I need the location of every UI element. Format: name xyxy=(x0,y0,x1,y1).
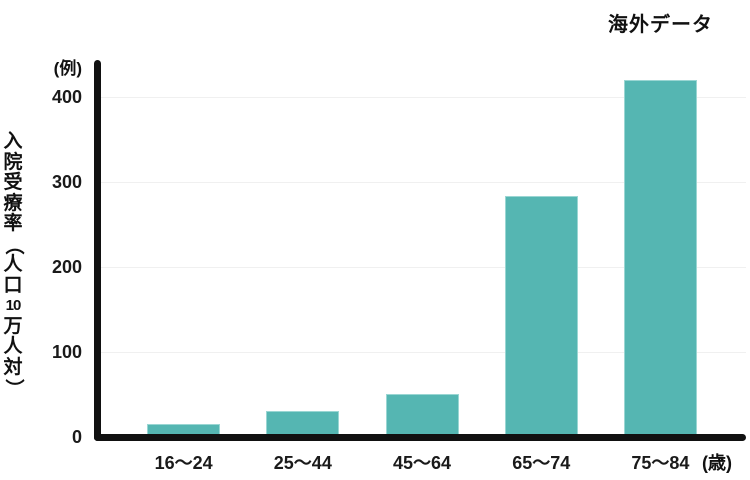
bar-25〜44 xyxy=(266,411,340,434)
bar-slot xyxy=(243,60,362,434)
bar-slot xyxy=(362,60,481,434)
y-axis-title-char: 率 xyxy=(3,213,23,234)
y-axis-title-char: 療 xyxy=(3,192,23,214)
x-axis-unit-label: (歳) xyxy=(702,453,732,473)
chart-title: 海外データ xyxy=(608,14,713,36)
x-tick-label: 16〜24 xyxy=(154,453,213,473)
gridline xyxy=(101,267,746,268)
y-tick-label: 400 xyxy=(51,87,82,107)
bar-slot xyxy=(601,60,720,434)
y-axis-unit-label: (例) xyxy=(53,59,82,78)
bar-slot xyxy=(124,60,243,434)
y-axis-title-char: 口 xyxy=(3,274,23,296)
y-axis-title-char: 入 xyxy=(3,131,23,152)
bar-45〜64 xyxy=(385,394,459,434)
y-axis-title-char: 院 xyxy=(3,151,23,173)
y-tick-label: 0 xyxy=(71,427,82,447)
y-axis-title-char: 受 xyxy=(3,172,23,193)
gridline xyxy=(101,182,746,183)
y-axis-line xyxy=(94,60,101,441)
gridline xyxy=(101,97,746,98)
bar-16〜24 xyxy=(147,424,221,434)
y-axis-title: 入院受療率（人口 10 万人対） xyxy=(1,131,25,399)
y-tick-label: 200 xyxy=(51,257,82,277)
y-axis-title-char: 人 xyxy=(3,336,23,357)
x-axis-labels: 16〜24 25〜44 45〜64 65〜74 75〜84 xyxy=(124,451,720,475)
y-axis-title-char: 人 xyxy=(3,254,23,275)
gridline xyxy=(101,352,746,353)
y-tick-label: 100 xyxy=(51,342,82,362)
x-tick-label: 65〜74 xyxy=(512,453,571,473)
x-tick-label: 75〜84 xyxy=(631,453,690,473)
plot-area xyxy=(124,60,720,434)
x-tick-label: 25〜44 xyxy=(273,453,332,473)
bar-65〜74 xyxy=(504,196,578,434)
y-axis-title-char: （ xyxy=(3,235,25,255)
y-axis-title-char: 万 xyxy=(3,315,23,337)
y-axis-title-char: 10 xyxy=(5,297,22,314)
y-tick-label: 300 xyxy=(51,172,82,192)
bar-75〜84 xyxy=(623,80,697,434)
bar-slot xyxy=(482,60,601,434)
y-axis-title-char: ） xyxy=(3,378,25,398)
y-axis-gutter: (例) 400 300 200 100 0 xyxy=(0,0,84,480)
x-axis-line xyxy=(94,434,746,441)
x-tick-label: 45〜64 xyxy=(392,453,452,473)
y-axis-title-char: 対 xyxy=(3,356,23,378)
